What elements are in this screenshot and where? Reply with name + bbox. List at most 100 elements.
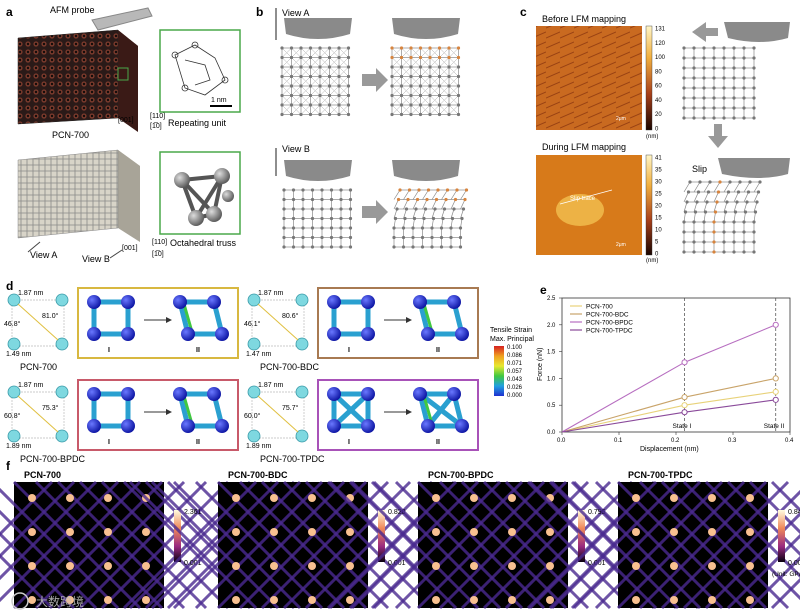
afm-image-texture — [536, 26, 642, 130]
lattice-node — [423, 207, 428, 211]
lattice-node — [725, 200, 729, 204]
lattice-node — [390, 46, 394, 50]
network-strut — [504, 480, 634, 610]
lattice-node — [752, 250, 756, 254]
afm-tip — [718, 158, 790, 178]
lattice-node — [299, 46, 303, 50]
lattice-node — [411, 245, 415, 249]
stress-hotspot — [746, 494, 754, 502]
lattice-bond — [410, 47, 421, 58]
lattice-node — [439, 245, 444, 249]
lattice-node — [327, 46, 332, 50]
lattice-node — [692, 76, 696, 80]
lattice-bond — [460, 218, 463, 229]
lattice-node — [337, 65, 341, 69]
lattice-node — [458, 226, 463, 230]
lattice-node — [308, 55, 313, 60]
stress-color-bar — [174, 510, 181, 562]
lattice-node — [327, 74, 332, 79]
lattice-node — [318, 74, 322, 79]
state-label: State I — [673, 423, 692, 430]
lattice — [392, 188, 469, 249]
network-strut — [460, 480, 590, 610]
lattice-node — [329, 235, 334, 240]
lattice-bond — [693, 181, 701, 193]
legend-entry: PCN-700-BDC — [586, 312, 629, 319]
lattice-node — [299, 93, 303, 98]
lattice-node — [406, 197, 410, 202]
lattice-node — [752, 76, 756, 80]
lattice-node — [726, 190, 731, 194]
lattice-node — [409, 55, 413, 60]
lattice-node — [752, 66, 756, 70]
lattice-bond — [338, 66, 349, 77]
lattice-node — [282, 188, 286, 192]
lattice-node — [437, 103, 442, 107]
lattice-grids — [280, 46, 469, 249]
node-sphere — [361, 387, 375, 401]
lattice — [282, 188, 353, 249]
lattice-node — [703, 210, 708, 214]
lattice-node — [716, 190, 721, 194]
state-i-label: I — [108, 347, 110, 354]
lattice-node — [299, 74, 303, 79]
lattice-node — [736, 190, 741, 194]
lattice-node — [418, 112, 423, 117]
linker — [257, 303, 299, 341]
scale-tick-label: 0 — [655, 252, 659, 258]
lattice-node — [318, 65, 322, 69]
lattice-node — [436, 188, 440, 192]
lattice-node — [399, 65, 404, 69]
lattice-node — [301, 197, 305, 202]
legend-entry: PCN-700-TPDC — [586, 328, 633, 335]
lattice-node — [752, 220, 756, 224]
node-sphere — [87, 327, 101, 341]
network-strut — [56, 480, 186, 610]
lattice-node — [456, 46, 461, 50]
lattice-node — [702, 76, 706, 80]
strain-unit — [327, 295, 375, 341]
lattice-node — [407, 188, 412, 192]
strain-tick-label: 0.000 — [507, 393, 523, 399]
lattice-node — [718, 180, 722, 184]
state-ii-label: II — [436, 347, 440, 354]
lattice-node — [390, 84, 394, 88]
lattice-node — [301, 245, 305, 249]
node-sphere — [173, 387, 187, 401]
strain-unit — [173, 295, 229, 341]
stress-hotspot — [142, 528, 150, 536]
lattice-node — [692, 240, 696, 244]
lattice-node — [682, 66, 686, 70]
lattice-node — [742, 220, 746, 224]
scale-tick-label: 40 — [655, 98, 662, 104]
lattice-bond — [403, 208, 407, 219]
node-sphere — [87, 295, 101, 309]
lattice-node — [433, 207, 437, 211]
color-bar-max: 0.795 — [588, 509, 606, 516]
material-label: PCN-700 — [52, 130, 89, 140]
lattice-node — [346, 46, 351, 50]
lattice-bond — [391, 57, 402, 68]
lattice-node — [683, 210, 688, 214]
stress-hotspot — [546, 596, 554, 604]
network-strut — [638, 480, 768, 610]
lattice-bond — [300, 85, 311, 96]
scale-tick-label: 20 — [655, 204, 662, 210]
network-strut — [78, 480, 208, 610]
lattice-bond — [422, 199, 428, 210]
lattice-node — [692, 56, 696, 60]
lattice — [682, 46, 756, 120]
view-b-arrow — [109, 249, 123, 259]
model-name: PCN-700 — [20, 362, 57, 372]
lattice-bond — [300, 66, 311, 77]
lattice-node — [289, 93, 294, 98]
lattice-node — [712, 56, 716, 60]
lattice-bond — [441, 208, 445, 219]
y-tick-label: 2.5 — [547, 296, 556, 302]
lattice-node — [399, 103, 404, 107]
network-strut — [328, 480, 458, 610]
lattice-node — [441, 216, 445, 221]
data-point — [681, 359, 688, 366]
lattice-node — [329, 216, 334, 221]
network-strut — [34, 480, 164, 610]
